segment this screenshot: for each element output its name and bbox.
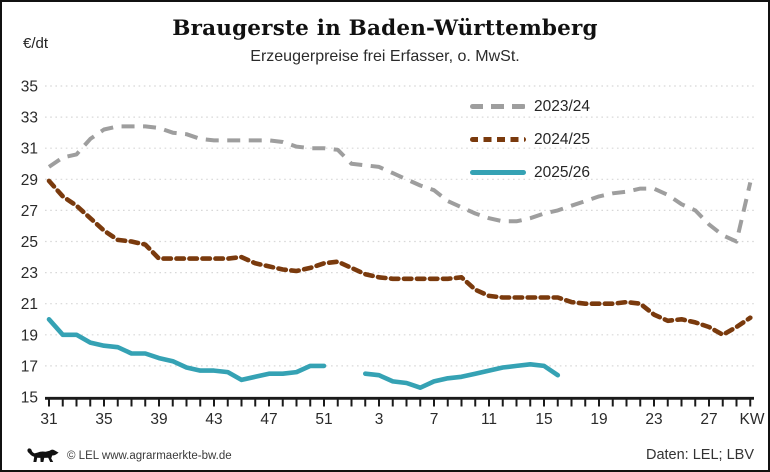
svg-text:31: 31 [40,411,57,428]
svg-text:19: 19 [21,327,38,344]
page-title: Braugerste in Baden-Württemberg [172,16,598,41]
price-line-chart: 15 17 19 21 23 25 27 29 31 33 35 31 35 39 43 47 51 3 7 11 15… [21,79,765,429]
svg-text:27: 27 [21,203,38,220]
legend-item-2023-24: 2023/24 [470,90,590,123]
svg-text:23: 23 [645,411,662,428]
svg-text:3: 3 [375,411,384,428]
data-source-text: Daten: LEL; LBV [645,447,754,463]
legend-label-2025-26: 2025/26 [534,163,591,181]
legend-line-sample-2024-25 [470,137,526,142]
svg-text:33: 33 [21,110,38,127]
svg-text:7: 7 [430,411,439,428]
svg-text:43: 43 [205,411,222,428]
svg-text:27: 27 [700,411,717,428]
footer-left: © LEL www.agrarmaerkte-bw.de [26,447,232,464]
svg-text:15: 15 [535,411,552,428]
svg-text:11: 11 [481,411,497,428]
svg-text:47: 47 [260,411,277,428]
gridlines [45,85,754,367]
svg-text:35: 35 [95,411,112,428]
chart-legend: 2023/24 2024/25 2025/26 [470,90,590,189]
x-axis [45,396,754,407]
legend-label-2024-25: 2024/25 [534,130,591,148]
svg-text:15: 15 [21,390,38,407]
series-line-2023-24 [47,124,753,244]
page-subtitle: Erzeugerpreise frei Erfasser, o. MwSt. [250,48,520,65]
svg-text:31: 31 [21,141,38,158]
legend-label-2023-24: 2023/24 [534,97,591,115]
y-axis-unit-label: €/dt [23,35,49,52]
bw-lion-logo-icon [26,447,59,464]
y-axis-tick-labels: 15 17 19 21 23 25 27 29 31 33 35 [21,79,38,407]
svg-text:19: 19 [590,411,607,428]
svg-text:51: 51 [315,411,332,428]
svg-text:21: 21 [21,296,38,313]
svg-text:23: 23 [21,265,38,282]
series-line-2024-25 [46,178,753,338]
copyright-text: © LEL www.agrarmaerkte-bw.de [67,449,232,462]
legend-line-sample-2023-24 [470,104,526,109]
svg-text:29: 29 [21,172,38,189]
x-axis-tick-labels: 31 35 39 43 47 51 3 7 11 15 19 23 27 KW [40,411,764,428]
series-line-2025-26 [46,317,561,390]
legend-item-2024-25: 2024/25 [470,123,590,156]
svg-text:39: 39 [150,411,167,428]
x-axis-unit-label: KW [740,411,765,428]
svg-text:25: 25 [21,234,38,251]
legend-item-2025-26: 2025/26 [470,156,590,189]
svg-text:35: 35 [21,79,38,96]
svg-text:17: 17 [21,358,38,375]
legend-line-sample-2025-26 [470,170,526,175]
